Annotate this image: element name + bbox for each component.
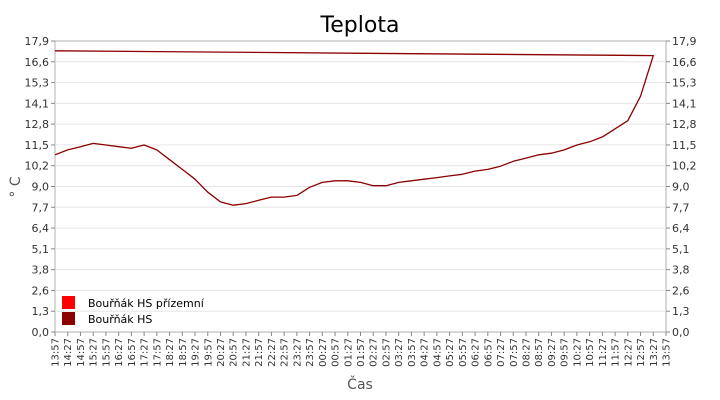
y-tick-label: 3,8 <box>32 264 50 277</box>
legend-swatch <box>62 312 75 325</box>
x-axis-label: Čas <box>347 375 373 393</box>
x-tick-label: 03:57 <box>407 338 418 367</box>
y-tick-label: 9,0 <box>32 181 50 194</box>
y-tick-label: 7,7 <box>32 201 50 214</box>
y-axis-label: ° C <box>8 176 24 197</box>
x-tick-label: 09:57 <box>560 338 571 367</box>
x-tick-label: 02:57 <box>381 338 392 367</box>
x-tick-label: 00:27 <box>318 338 329 367</box>
x-tick-label: 21:27 <box>241 338 252 367</box>
x-axis: 13:57 14:27 14:57 15:27 15:57 16:27 16:57 17:27… <box>51 332 673 367</box>
legend-label: Bouřňák HS <box>88 313 152 326</box>
x-tick-label: 17:27 <box>140 338 151 367</box>
x-tick-label: 05:57 <box>458 338 469 367</box>
y-tick-label-right: 12,8 <box>672 118 697 131</box>
y-tick-label-right: 1,3 <box>672 305 690 318</box>
y-tick-label-right: 11,5 <box>672 139 697 152</box>
legend-label: Bouřňák HS přízemní <box>88 297 205 310</box>
y-tick-label-right: 17,9 <box>672 35 697 48</box>
x-tick-label: 07:57 <box>509 338 520 367</box>
x-tick-label: 20:27 <box>216 338 227 367</box>
x-tick-label: 19:27 <box>191 338 202 367</box>
y-tick-label: 5,1 <box>32 243 50 256</box>
y-tick-label: 15,3 <box>25 77 50 90</box>
x-tick-label: 17:57 <box>152 338 163 367</box>
x-tick-label: 22:57 <box>280 338 291 367</box>
y-tick-label-right: 6,4 <box>672 222 690 235</box>
x-tick-label: 00:57 <box>331 338 342 367</box>
legend: Bouřňák HS přízemní Bouřňák HS <box>62 296 205 326</box>
y-tick-label-right: 9,0 <box>672 181 690 194</box>
y-tick-label-right: 10,2 <box>672 160 697 173</box>
y-tick-label: 2,6 <box>32 284 50 297</box>
x-tick-label: 03:27 <box>394 338 405 367</box>
x-tick-label: 13:27 <box>649 338 660 367</box>
x-tick-label: 16:57 <box>127 338 138 367</box>
x-tick-label: 16:27 <box>114 338 125 367</box>
y-tick-label-right: 0,0 <box>672 326 690 339</box>
x-tick-label: 10:57 <box>585 338 596 367</box>
x-tick-label: 02:27 <box>369 338 380 367</box>
x-tick-label: 04:57 <box>432 338 443 367</box>
y-tick-label: 1,3 <box>32 305 50 318</box>
x-tick-label: 18:57 <box>178 338 189 367</box>
series-group <box>54 50 654 206</box>
y-tick-label-right: 5,1 <box>672 243 690 256</box>
y-tick-label: 16,6 <box>25 56 50 69</box>
x-tick-label: 09:27 <box>547 338 558 367</box>
x-tick-label: 13:57 <box>51 338 62 367</box>
x-tick-label: 13:57 <box>662 338 673 367</box>
x-tick-label: 06:57 <box>483 338 494 367</box>
x-tick-label: 01:27 <box>343 338 354 367</box>
x-tick-label: 20:57 <box>229 338 240 367</box>
y-tick-label-right: 3,8 <box>672 264 690 277</box>
x-tick-label: 12:57 <box>636 338 647 367</box>
chart-title: Teplota <box>320 13 400 38</box>
x-tick-label: 04:27 <box>420 338 431 367</box>
x-tick-label: 15:57 <box>101 338 112 367</box>
x-tick-label: 08:27 <box>521 338 532 367</box>
y-tick-label: 12,8 <box>25 118 50 131</box>
x-tick-label: 06:27 <box>471 338 482 367</box>
y-tick-label: 17,9 <box>25 35 50 48</box>
y-tick-label-right: 14,1 <box>672 97 697 110</box>
x-tick-label: 07:27 <box>496 338 507 367</box>
y-tick-label: 6,4 <box>32 222 50 235</box>
x-tick-label: 18:27 <box>165 338 176 367</box>
y-tick-label-right: 15,3 <box>672 77 697 90</box>
y-tick-label-right: 2,6 <box>672 284 690 297</box>
y-tick-label: 10,2 <box>25 160 50 173</box>
x-tick-label: 12:27 <box>623 338 634 367</box>
x-tick-label: 01:57 <box>356 338 367 367</box>
x-tick-label: 23:27 <box>292 338 303 367</box>
x-tick-label: 19:57 <box>203 338 214 367</box>
grid <box>55 61 666 312</box>
y-tick-label-right: 7,7 <box>672 201 690 214</box>
y-axis-right: 0,0 1,3 2,6 3,8 5,1 6,4 7,7 9,0 10,2 11,5 12,8 14,1… <box>666 35 697 339</box>
y-tick-label: 14,1 <box>25 97 50 110</box>
x-tick-label: 11:27 <box>598 338 609 367</box>
legend-swatch <box>62 296 75 309</box>
x-tick-label: 22:27 <box>267 338 278 367</box>
x-tick-label: 14:27 <box>63 338 74 367</box>
y-axis-left: 0,0 1,3 2,6 3,8 5,1 6,4 7,7 9,0 10,2 11,5 12,8 14,1… <box>25 35 55 339</box>
y-tick-label: 11,5 <box>25 139 50 152</box>
x-tick-label: 23:57 <box>305 338 316 367</box>
x-tick-label: 21:57 <box>254 338 265 367</box>
x-tick-label: 14:57 <box>76 338 87 367</box>
series-line-1 <box>54 50 654 206</box>
x-tick-label: 10:27 <box>572 338 583 367</box>
y-tick-label: 0,0 <box>32 326 50 339</box>
y-tick-label-right: 16,6 <box>672 56 697 69</box>
x-tick-label: 05:27 <box>445 338 456 367</box>
x-tick-label: 08:57 <box>534 338 545 367</box>
x-tick-label: 15:27 <box>89 338 100 367</box>
x-tick-label: 11:57 <box>611 338 622 367</box>
